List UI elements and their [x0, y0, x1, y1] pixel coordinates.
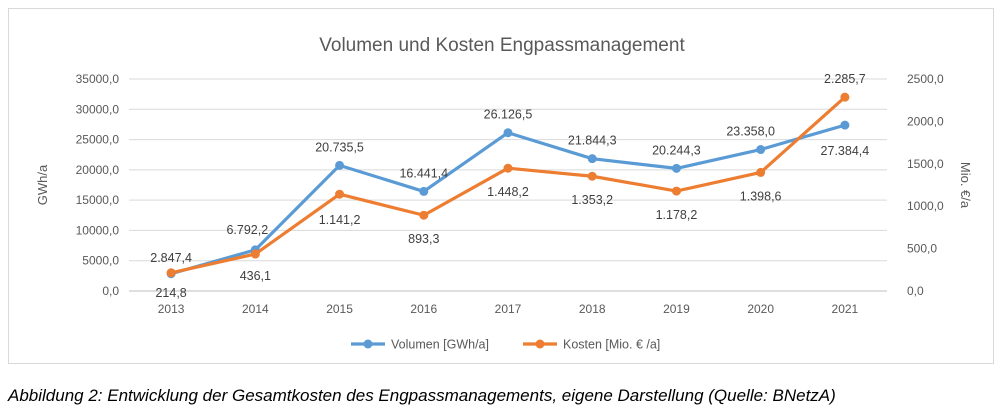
data-label: 21.844,3: [568, 134, 617, 148]
data-point: [503, 128, 513, 138]
x-tick-label: 2019: [663, 302, 690, 316]
chart-svg: Volumen und Kosten Engpassmanagement 0,0 5…: [35, 35, 973, 352]
y-right-tick-label: 2000,0: [907, 114, 944, 128]
x-tick-label: 2016: [410, 302, 437, 316]
data-point: [756, 145, 766, 155]
data-point: [250, 249, 260, 259]
data-label: 1.448,2: [487, 185, 529, 199]
x-tick-label: 2017: [495, 302, 522, 316]
y-right-tick-label: 0,0: [907, 284, 924, 298]
data-label: 20.735,5: [315, 140, 364, 154]
data-label: 23.358,0: [726, 125, 775, 139]
data-label: 27.384,4: [821, 144, 870, 158]
x-tick-label: 2014: [242, 302, 269, 316]
y-right-tick-label: 500,0: [907, 242, 937, 256]
data-point: [419, 210, 429, 220]
x-tick-label: 2020: [747, 302, 774, 316]
data-point: [587, 154, 597, 164]
data-label: 893,3: [408, 232, 439, 246]
figure-caption: Abbildung 2: Entwicklung der Gesamtkoste…: [8, 386, 836, 405]
data-point: [840, 120, 850, 130]
x-tick-label: 2013: [158, 302, 185, 316]
data-label: 214,8: [155, 286, 186, 300]
data-point: [503, 163, 513, 173]
data-label: 2.285,7: [824, 72, 866, 86]
chart-frame: Volumen und Kosten Engpassmanagement 0,0 5…: [8, 8, 994, 364]
y-left-tick-label: 30000,0: [76, 102, 120, 116]
y-left-tick-label: 10000,0: [76, 223, 120, 237]
data-point: [756, 167, 766, 177]
data-point: [166, 268, 176, 278]
y-left-tick-label: 25000,0: [76, 133, 120, 147]
legend-marker: [535, 339, 545, 349]
data-label: 6.792,2: [226, 223, 268, 237]
data-label: 2.847,4: [150, 251, 192, 265]
chart-title: Volumen und Kosten Engpassmanagement: [319, 35, 685, 56]
data-label: 16.441,4: [399, 166, 448, 180]
legend-label: Volumen [GWh/a]: [391, 338, 489, 352]
y-left-tick-label: 0,0: [102, 284, 119, 298]
y-left-axis-title: GWh/a: [35, 164, 50, 205]
y-right-axis-title: Mio. €/a: [958, 162, 973, 209]
y-left-tick-label: 5000,0: [82, 254, 119, 268]
data-point: [671, 186, 681, 196]
y-left-tick-label: 35000,0: [76, 72, 120, 86]
x-tick-label: 2018: [579, 302, 606, 316]
legend-label: Kosten [Mio. € /a]: [563, 338, 660, 352]
y-right-tick-label: 1500,0: [907, 157, 944, 171]
x-tick-label: 2015: [326, 302, 353, 316]
data-label: 436,1: [240, 269, 271, 283]
data-point: [587, 171, 597, 181]
legend-marker: [363, 339, 373, 349]
data-label: 1.398,6: [740, 189, 782, 203]
data-label: 1.178,2: [656, 208, 698, 222]
y-left-tick-label: 15000,0: [76, 193, 120, 207]
data-point: [335, 160, 345, 170]
data-point: [840, 92, 850, 102]
data-label: 20.244,3: [652, 143, 701, 157]
y-right-tick-label: 1000,0: [907, 199, 944, 213]
data-label: 1.353,2: [571, 193, 613, 207]
data-point: [335, 189, 345, 199]
x-tick-label: 2021: [832, 302, 859, 316]
data-label: 1.141,2: [319, 213, 361, 227]
y-left-tick-label: 20000,0: [76, 163, 120, 177]
data-label: 26.126,5: [484, 108, 533, 122]
data-point: [671, 163, 681, 173]
data-point: [419, 186, 429, 196]
y-right-tick-label: 2500,0: [907, 72, 944, 86]
